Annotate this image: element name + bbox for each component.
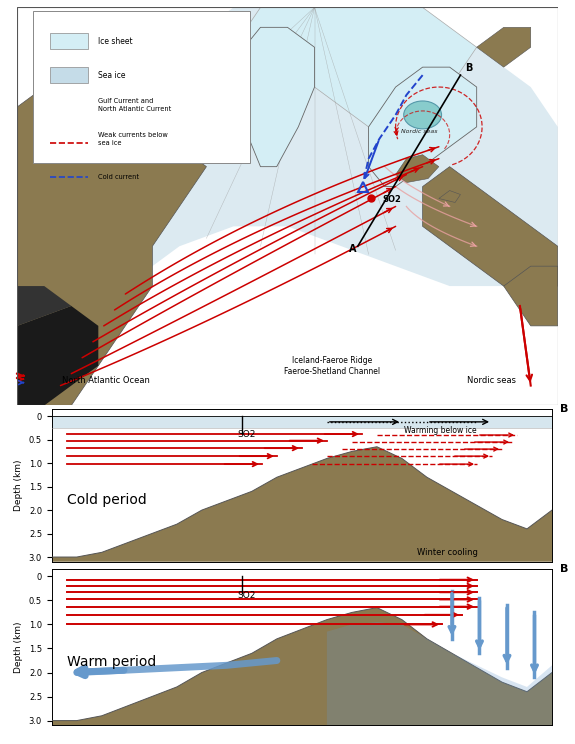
Text: North Atlantic Ocean: North Atlantic Ocean: [62, 376, 150, 385]
Text: Ice sheet: Ice sheet: [98, 36, 133, 46]
Text: Cold current: Cold current: [98, 173, 139, 179]
Polygon shape: [477, 28, 531, 67]
Text: Warm period: Warm period: [67, 655, 156, 669]
Text: Iceland-Faeroe Ridge
Faeroe-Shetland Channel: Iceland-Faeroe Ridge Faeroe-Shetland Cha…: [284, 356, 380, 376]
Polygon shape: [504, 266, 558, 326]
FancyBboxPatch shape: [49, 33, 87, 49]
Polygon shape: [98, 7, 558, 286]
Polygon shape: [17, 67, 206, 405]
Polygon shape: [396, 155, 439, 182]
Text: Nordic seas: Nordic seas: [401, 129, 438, 134]
Y-axis label: Depth (km): Depth (km): [14, 621, 23, 673]
Polygon shape: [17, 306, 98, 405]
Polygon shape: [233, 28, 315, 167]
Text: B: B: [559, 564, 568, 574]
Text: Winter cooling: Winter cooling: [416, 548, 477, 557]
Text: Nordic seas: Nordic seas: [467, 376, 516, 385]
Polygon shape: [17, 286, 71, 326]
Text: Weak currents below
sea ice: Weak currents below sea ice: [98, 132, 168, 146]
FancyBboxPatch shape: [49, 67, 87, 83]
Polygon shape: [439, 190, 461, 202]
Text: B: B: [559, 404, 568, 414]
Text: B: B: [465, 63, 472, 73]
Text: SO2: SO2: [382, 196, 401, 205]
FancyBboxPatch shape: [33, 11, 250, 163]
Polygon shape: [179, 7, 477, 126]
Polygon shape: [423, 167, 558, 286]
Text: SO2: SO2: [237, 591, 256, 600]
Circle shape: [404, 101, 442, 129]
Y-axis label: Depth (km): Depth (km): [14, 460, 23, 511]
Text: SO2: SO2: [237, 430, 256, 440]
Text: Sea ice: Sea ice: [98, 71, 126, 80]
Text: Gulf Current and
North Atlantic Current: Gulf Current and North Atlantic Current: [98, 98, 171, 112]
Text: Cold period: Cold period: [67, 493, 147, 507]
Text: A: A: [348, 244, 356, 254]
Polygon shape: [369, 67, 477, 187]
Text: Warming below ice: Warming below ice: [404, 426, 477, 434]
